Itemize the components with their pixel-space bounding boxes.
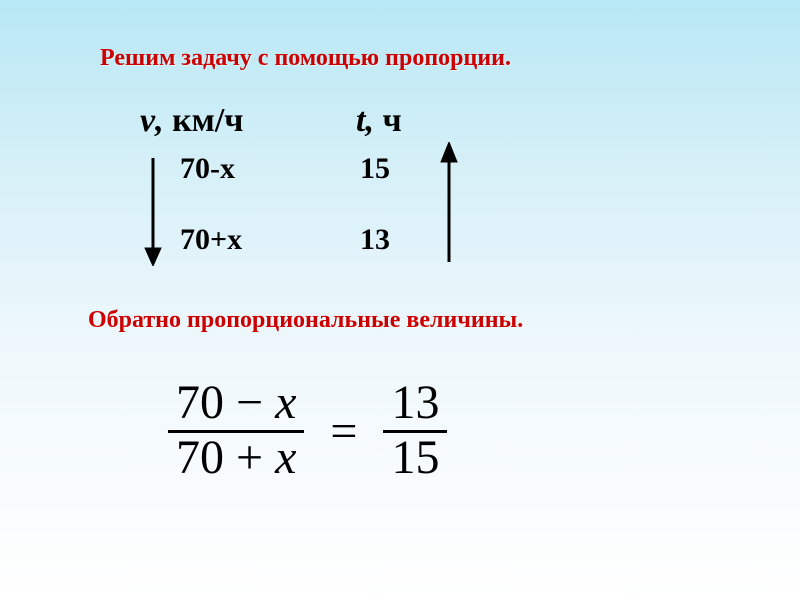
title-top: Решим задачу с помощью пропорции. — [100, 45, 511, 72]
column-header-v: v, км/ч — [140, 102, 243, 140]
table-cell-r1c2: 15 — [360, 152, 390, 186]
eq-rden: 15 — [383, 433, 447, 485]
eq-lden-op: + — [236, 431, 263, 484]
equation-left-fraction: 70 − x 70 + x — [168, 378, 304, 486]
col-v-variable: v — [140, 102, 155, 139]
title-bottom: Обратно пропорциональные величины. — [88, 307, 523, 334]
eq-lden-b: x — [275, 431, 296, 484]
proportion-equation: 70 − x 70 + x = 13 15 — [168, 378, 447, 486]
equation-equals: = — [316, 404, 371, 459]
table-cell-r2c2: 13 — [360, 223, 390, 257]
arrow-up-icon — [438, 142, 460, 262]
eq-lden-a: 70 — [176, 431, 224, 484]
eq-rnum: 13 — [383, 378, 447, 433]
col-v-comma: , — [155, 102, 164, 139]
eq-lnum-b: x — [275, 376, 296, 429]
table-cell-r2c1: 70+х — [180, 223, 242, 257]
col-t-comma: , — [365, 102, 374, 139]
arrow-down-icon — [142, 158, 164, 266]
eq-lnum-op: − — [236, 376, 263, 429]
equation-right-fraction: 13 15 — [383, 378, 447, 486]
eq-lnum-a: 70 — [176, 376, 224, 429]
table-cell-r1c1: 70-х — [180, 152, 235, 186]
column-header-t: t, ч — [356, 102, 402, 140]
